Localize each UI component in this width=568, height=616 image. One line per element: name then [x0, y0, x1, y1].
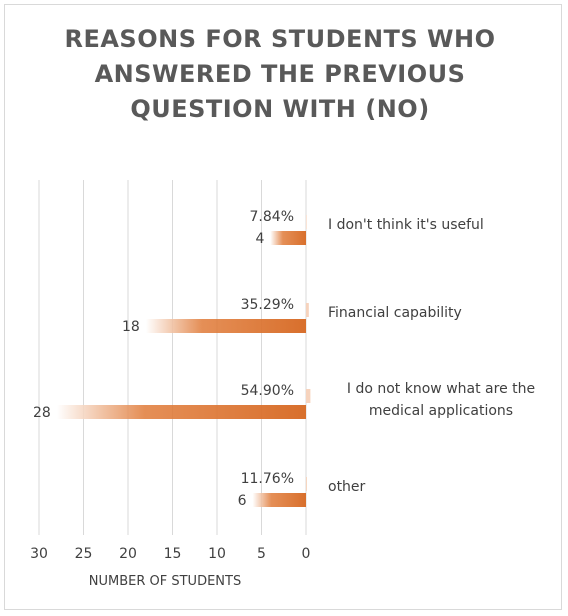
category-label: I don't think it's useful — [328, 217, 484, 233]
category-label: I do not know what are the — [347, 381, 535, 397]
chart-title: REASONS FOR STUDENTS WHO ANSWERED THE PR… — [64, 25, 496, 123]
chart-frame — [4, 4, 562, 610]
bar — [56, 405, 306, 419]
category-label: medical applications — [369, 403, 513, 419]
bar — [270, 231, 306, 245]
x-axis-label: NUMBER OF STUDENTS — [89, 574, 241, 589]
data-label: 4 — [255, 231, 264, 247]
data-label: 28 — [33, 405, 51, 421]
x-tick-label: 20 — [119, 546, 137, 562]
percent-label: 11.76% — [241, 471, 294, 487]
x-tick-label: 25 — [75, 546, 93, 562]
category-label: other — [328, 479, 366, 495]
x-tick-label: 30 — [30, 546, 48, 562]
x-tick-label: 0 — [302, 546, 311, 562]
percent-label: 54.90% — [241, 383, 294, 399]
percent-bar — [306, 389, 311, 403]
x-tick-label: 5 — [257, 546, 266, 562]
bar — [145, 319, 306, 333]
bars — [56, 215, 311, 507]
category-label: Financial capability — [328, 305, 462, 321]
grid-lines — [38, 180, 307, 535]
percent-label: 7.84% — [250, 209, 294, 225]
data-label: 6 — [238, 493, 247, 509]
percent-label: 35.29% — [241, 297, 294, 313]
bar — [252, 493, 306, 507]
percent-bar — [306, 477, 307, 491]
data-label: 18 — [122, 319, 140, 335]
x-tick-label: 10 — [208, 546, 226, 562]
percent-bar — [306, 303, 309, 317]
percent-bar — [306, 215, 307, 229]
labels: 30 25 20 15 10 5 0 NUMBER OF STUDENTS 4 7.84% I do… — [30, 209, 535, 589]
x-tick-label: 15 — [164, 546, 182, 562]
